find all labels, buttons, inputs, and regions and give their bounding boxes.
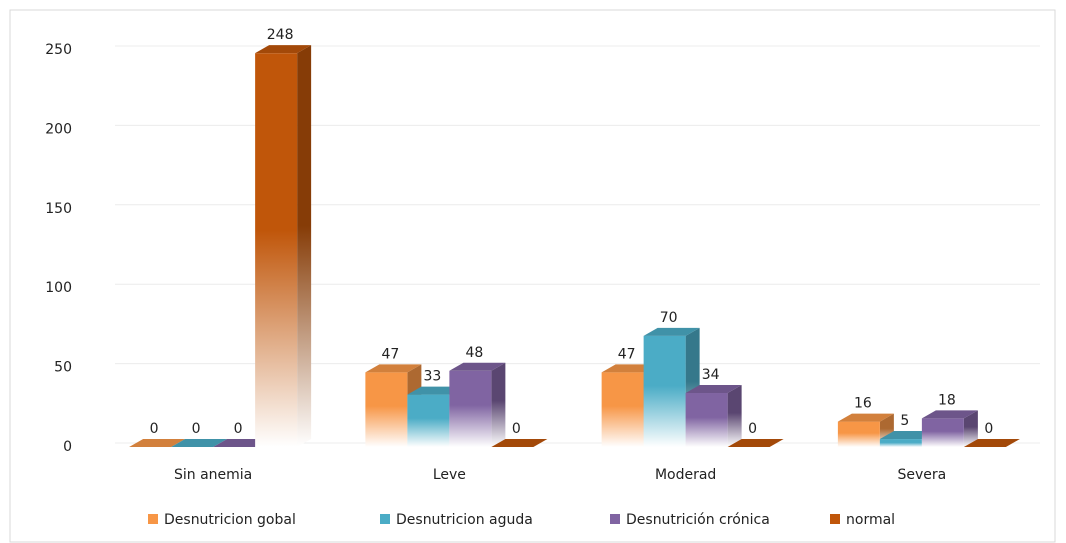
bar [255,53,298,448]
bar [407,394,450,447]
data-label: 18 [938,392,956,408]
bar-top [449,362,506,371]
x-tick-label: Sin anemia [174,467,252,483]
data-label: 0 [234,421,243,437]
bar-top [129,439,186,447]
legend-label: normal [846,512,895,528]
data-label: 0 [748,421,757,437]
legend-swatch [610,514,620,524]
bar-top [837,413,894,422]
bar-side [963,410,978,447]
data-label: 70 [660,310,678,326]
data-label: 34 [702,367,720,383]
data-label: 5 [900,413,909,429]
data-label: 47 [381,346,399,362]
y-tick-label: 150 [45,201,72,217]
bar [837,421,880,447]
bar-top [171,439,228,447]
bar-top [255,45,312,54]
y-tick-label: 250 [45,42,72,58]
x-tick-label: Moderad [655,467,716,483]
data-label: 248 [267,27,294,43]
y-tick-label: 0 [63,439,72,455]
bar-side [297,45,312,448]
legend-swatch [148,514,158,524]
legend-label: Desnutricion aguda [396,512,533,528]
bar-top [921,410,978,419]
bar-top [685,385,742,394]
bar-side [491,362,506,447]
bar [643,335,686,447]
legend-label: Desnutricion gobal [164,512,296,528]
bar [921,418,964,447]
bar-side [727,385,742,447]
legend-swatch [380,514,390,524]
data-label: 48 [465,345,483,361]
bar [879,439,922,447]
bar [365,372,408,447]
legend-label: Desnutrición crónica [626,512,770,528]
bar-top [727,439,784,447]
bar [685,393,728,447]
bar-top [365,364,422,373]
y-tick-label: 200 [45,121,72,137]
bar-top [491,439,548,447]
bar-top [643,327,700,336]
chart-border [9,9,1056,543]
x-tick-label: Severa [898,467,947,483]
data-label: 0 [150,421,159,437]
data-label: 0 [512,421,521,437]
y-tick-label: 100 [45,280,72,296]
data-label: 0 [192,421,201,437]
y-tick-label: 50 [54,360,72,376]
bar [449,370,492,447]
data-label: 16 [854,396,872,412]
bar [601,372,644,447]
bar-top [963,439,1020,447]
data-label: 33 [423,369,441,385]
data-label: 47 [618,346,636,362]
x-tick-label: Leve [433,467,466,483]
legend-swatch [830,514,840,524]
data-label: 0 [984,421,993,437]
